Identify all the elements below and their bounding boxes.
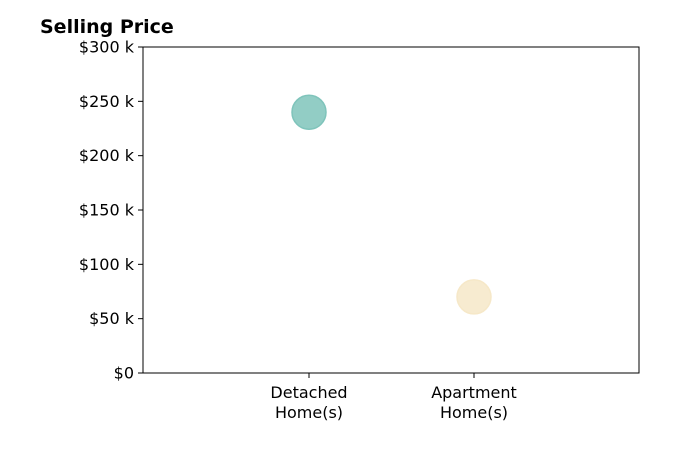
y-tick-label: $300 k bbox=[79, 38, 135, 57]
y-tick-label: $250 k bbox=[79, 92, 135, 111]
y-tick-label: $100 k bbox=[79, 255, 135, 274]
y-tick-label: $200 k bbox=[79, 146, 135, 165]
y-tick-label: $150 k bbox=[79, 201, 135, 220]
x-tick-label: Apartment Home(s) bbox=[431, 383, 517, 422]
x-tick-label: Detached Home(s) bbox=[270, 383, 347, 422]
chart-title: Selling Price bbox=[40, 16, 174, 38]
axes-frame bbox=[142, 46, 640, 374]
data-point bbox=[456, 279, 492, 315]
data-point bbox=[291, 94, 327, 130]
y-tick-label: $0 bbox=[114, 364, 134, 383]
y-tick-label: $50 k bbox=[89, 309, 135, 328]
